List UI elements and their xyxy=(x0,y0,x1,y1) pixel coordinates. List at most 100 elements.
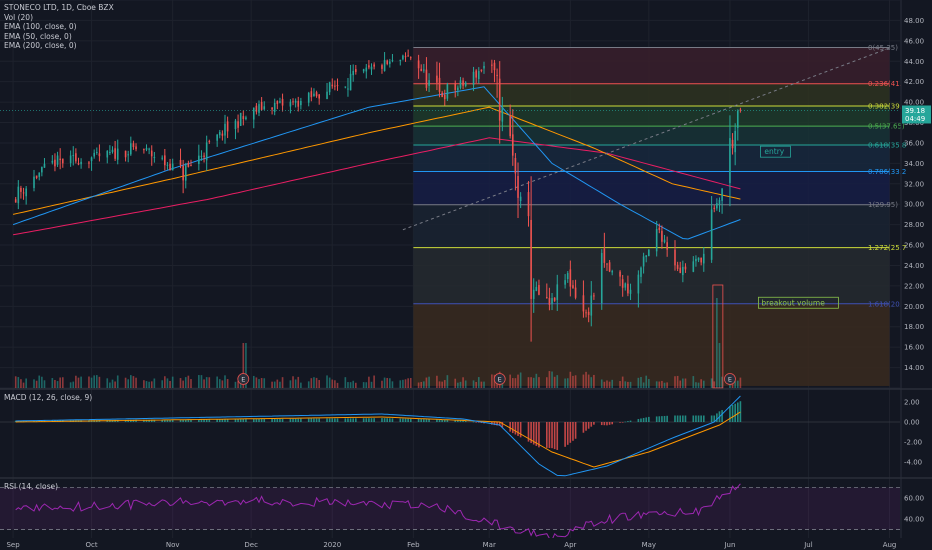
candle-body xyxy=(59,158,61,161)
candle-body xyxy=(587,311,590,315)
candle-body xyxy=(208,141,211,143)
macd-histogram-bar xyxy=(517,422,519,436)
candle-body xyxy=(17,186,20,204)
macd-histogram-bar xyxy=(239,419,242,422)
candle-body xyxy=(569,269,572,287)
volume-bar xyxy=(389,378,391,388)
macd-histogram-bar xyxy=(721,410,723,422)
macd-histogram-bar xyxy=(548,422,551,448)
volume-bar xyxy=(124,377,127,388)
price-tick-label: 18.00 xyxy=(904,323,924,331)
volume-bar xyxy=(519,372,522,388)
candle-body xyxy=(281,98,284,106)
candle-body xyxy=(184,165,187,181)
candle-body xyxy=(511,134,514,156)
candle-body xyxy=(443,94,446,100)
volume-bar xyxy=(198,375,200,388)
candle-body xyxy=(545,297,548,299)
volume-bar xyxy=(106,378,109,388)
macd-histogram-bar xyxy=(438,419,441,422)
candle-body xyxy=(532,289,535,299)
macd-tick-label: -2.00 xyxy=(904,439,922,447)
candle-body xyxy=(276,101,279,104)
macd-histogram-bar xyxy=(331,418,334,422)
macd-histogram-bar xyxy=(441,419,443,422)
candle-body xyxy=(640,267,642,277)
macd-histogram-bar xyxy=(462,420,464,422)
last-price-timer: 04:49 xyxy=(905,115,925,123)
volume-bar xyxy=(153,378,156,388)
candle-body xyxy=(734,130,736,153)
legend-title: STONECO LTD, 1D, Cboe BZX xyxy=(4,3,114,12)
macd-histogram-bar xyxy=(349,418,352,422)
macd-histogram-bar xyxy=(700,415,702,422)
candle-body xyxy=(171,163,174,171)
candle-body xyxy=(603,248,606,263)
macd-histogram-bar xyxy=(281,418,284,422)
candle-body xyxy=(454,83,457,90)
volume-bar xyxy=(242,343,245,388)
volume-bar xyxy=(289,380,292,388)
candle-body xyxy=(164,155,166,166)
candle-body xyxy=(61,158,64,164)
volume-bar xyxy=(462,377,464,388)
candle-body xyxy=(446,84,449,99)
macd-histogram-bar xyxy=(318,418,320,422)
volume-bar xyxy=(464,380,467,388)
candle-body xyxy=(294,100,297,103)
annotations: entry breakout volume E E E xyxy=(237,145,839,389)
candle-body xyxy=(629,289,632,294)
volume-bar xyxy=(548,371,551,388)
entry-box xyxy=(760,145,791,158)
macd-histogram-bar xyxy=(593,422,595,425)
candle-body xyxy=(731,139,734,149)
time-tick-label: Jul xyxy=(803,541,813,549)
volume-bar xyxy=(17,377,20,388)
macd-histogram-bar xyxy=(611,422,614,425)
volume-bar xyxy=(370,381,373,388)
volume-bar xyxy=(218,379,221,388)
macd-histogram-bar xyxy=(407,418,409,422)
macd-histogram-bar xyxy=(260,418,263,422)
candle-body xyxy=(313,93,315,97)
volume-bar xyxy=(443,380,446,388)
candle-body xyxy=(41,167,43,173)
volume-bar xyxy=(472,380,475,388)
macd-histogram-bar xyxy=(404,418,407,422)
volume-bar xyxy=(208,377,211,388)
macd-histogram-bar xyxy=(258,418,260,422)
candle-body xyxy=(457,87,459,91)
candle-body xyxy=(54,159,56,167)
candle-body xyxy=(590,295,593,316)
volume-bar xyxy=(645,375,648,388)
earnings-mark-label: E xyxy=(728,376,732,384)
fib-level-label: 1.618(20. xyxy=(868,300,902,308)
candle-body xyxy=(263,106,266,110)
volume-bar xyxy=(457,382,459,388)
macd-histogram-bar xyxy=(242,419,245,422)
time-tick-label: Apr xyxy=(564,541,576,549)
macd-histogram-bar xyxy=(532,422,535,445)
volume-bar xyxy=(627,381,629,388)
volume-bar xyxy=(739,377,742,388)
volume-bar xyxy=(161,380,164,388)
entry-label: entry xyxy=(764,147,784,156)
candle-body xyxy=(611,270,614,273)
macd-histogram-bar xyxy=(674,415,676,422)
candle-body xyxy=(423,69,425,71)
price-tick-label: 22.00 xyxy=(904,282,924,290)
macd-histogram-bar xyxy=(368,418,370,422)
candle-body xyxy=(713,207,716,210)
macd-histogram-bar xyxy=(509,422,511,432)
fib-level-label: 0.236(41. xyxy=(868,80,902,88)
candle-body xyxy=(399,59,402,62)
trend-line xyxy=(402,47,890,231)
macd-histogram-bar xyxy=(148,419,150,422)
candle-body xyxy=(166,164,169,166)
candle-body xyxy=(530,219,532,299)
macd-histogram-bar xyxy=(572,422,574,441)
candle-body xyxy=(572,285,574,288)
candle-body xyxy=(116,148,119,160)
